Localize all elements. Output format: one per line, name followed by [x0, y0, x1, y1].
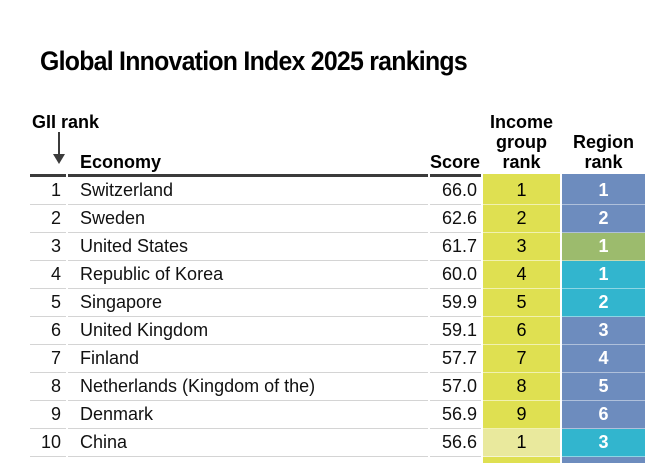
income-group-rank-cell: 3 — [483, 233, 560, 261]
column-header-economy[interactable]: Economy — [68, 112, 428, 177]
gii-rank-cell — [30, 457, 66, 463]
score-cell: 56.9 — [430, 401, 481, 429]
score-cell: 60.0 — [430, 261, 481, 289]
table-row: 4 Republic of Korea 60.0 4 1 — [30, 261, 645, 289]
score-cell: 62.6 — [430, 205, 481, 233]
score-cell: 56.6 — [430, 429, 481, 457]
rankings-table-container: GII rank Economy Score Income group rank… — [28, 112, 650, 463]
table-row: 9 Denmark 56.9 9 6 — [30, 401, 645, 429]
economy-cell: United States — [68, 233, 428, 261]
economy-cell: Denmark — [68, 401, 428, 429]
economy-cell: Netherlands (Kingdom of the) — [68, 373, 428, 401]
economy-cell: United Kingdom — [68, 317, 428, 345]
income-group-rank-cell: 1 — [483, 429, 560, 457]
column-header-gii-rank[interactable]: GII rank — [30, 112, 99, 177]
table-body: 1 Switzerland 66.0 1 1 2 Sweden 62.6 2 2 3 United S… — [30, 177, 645, 463]
gii-rank-cell: 2 — [30, 205, 66, 233]
income-group-rank-cell: 8 — [483, 373, 560, 401]
region-rank-cell: 1 — [562, 261, 645, 289]
score-cell — [430, 457, 481, 463]
score-cell: 61.7 — [430, 233, 481, 261]
region-rank-cell: 1 — [562, 233, 645, 261]
income-group-rank-cell: 7 — [483, 345, 560, 373]
column-header-income-group-rank[interactable]: Income group rank — [483, 112, 560, 177]
table-row: 1 Switzerland 66.0 1 1 — [30, 177, 645, 205]
gii-rank-label: GII rank — [32, 112, 100, 132]
economy-cell: Republic of Korea — [68, 261, 428, 289]
table-row: 6 United Kingdom 59.1 6 3 — [30, 317, 645, 345]
economy-cell: Singapore — [68, 289, 428, 317]
score-cell: 66.0 — [430, 177, 481, 205]
column-header-score[interactable]: Score — [430, 112, 481, 177]
economy-cell: Switzerland — [68, 177, 428, 205]
gii-rank-cell: 5 — [30, 289, 66, 317]
gii-rank-cell: 10 — [30, 429, 66, 457]
table-row: 3 United States 61.7 3 1 — [30, 233, 645, 261]
income-group-rank-cell: 1 — [483, 177, 560, 205]
region-rank-cell: 2 — [562, 205, 645, 233]
table-row: 2 Sweden 62.6 2 2 — [30, 205, 645, 233]
income-group-rank-cell: 2 — [483, 205, 560, 233]
page-title: Global Innovation Index 2025 rankings — [40, 46, 468, 76]
score-cell: 57.0 — [430, 373, 481, 401]
region-rank-cell: 3 — [562, 429, 645, 457]
table-row: 7 Finland 57.7 7 4 — [30, 345, 645, 373]
gii-rank-cell: 9 — [30, 401, 66, 429]
income-group-rank-cell: 6 — [483, 317, 560, 345]
region-rank-cell: 1 — [562, 177, 645, 205]
column-header-region-rank[interactable]: Region rank — [562, 112, 645, 177]
income-group-rank-cell: 4 — [483, 261, 560, 289]
region-rank-cell: 6 — [562, 401, 645, 429]
gii-rank-cell: 4 — [30, 261, 66, 289]
table-header: GII rank Economy Score Income group rank… — [30, 112, 645, 177]
score-cell: 57.7 — [430, 345, 481, 373]
score-cell: 59.9 — [430, 289, 481, 317]
table-row: 10 China 56.6 1 3 — [30, 429, 645, 457]
gii-rank-cell: 7 — [30, 345, 66, 373]
gii-rank-cell: 8 — [30, 373, 66, 401]
income-group-rank-cell — [483, 457, 560, 463]
gii-rank-cell: 6 — [30, 317, 66, 345]
region-rank-cell: 5 — [562, 373, 645, 401]
region-rank-cell: 3 — [562, 317, 645, 345]
table-row: 5 Singapore 59.9 5 2 — [30, 289, 645, 317]
economy-cell: China — [68, 429, 428, 457]
economy-cell: Finland — [68, 345, 428, 373]
table-row: 8 Netherlands (Kingdom of the) 57.0 8 5 — [30, 373, 645, 401]
region-rank-cell: 4 — [562, 345, 645, 373]
sort-descending-icon — [52, 131, 66, 169]
gii-rank-cell: 3 — [30, 233, 66, 261]
economy-cell — [68, 457, 428, 463]
score-cell: 59.1 — [430, 317, 481, 345]
partial-table-row — [30, 457, 645, 463]
region-rank-cell — [562, 457, 645, 463]
region-rank-cell: 2 — [562, 289, 645, 317]
gii-rank-cell: 1 — [30, 177, 66, 205]
rankings-table: GII rank Economy Score Income group rank… — [28, 112, 647, 463]
economy-cell: Sweden — [68, 205, 428, 233]
income-group-rank-cell: 5 — [483, 289, 560, 317]
income-group-rank-cell: 9 — [483, 401, 560, 429]
